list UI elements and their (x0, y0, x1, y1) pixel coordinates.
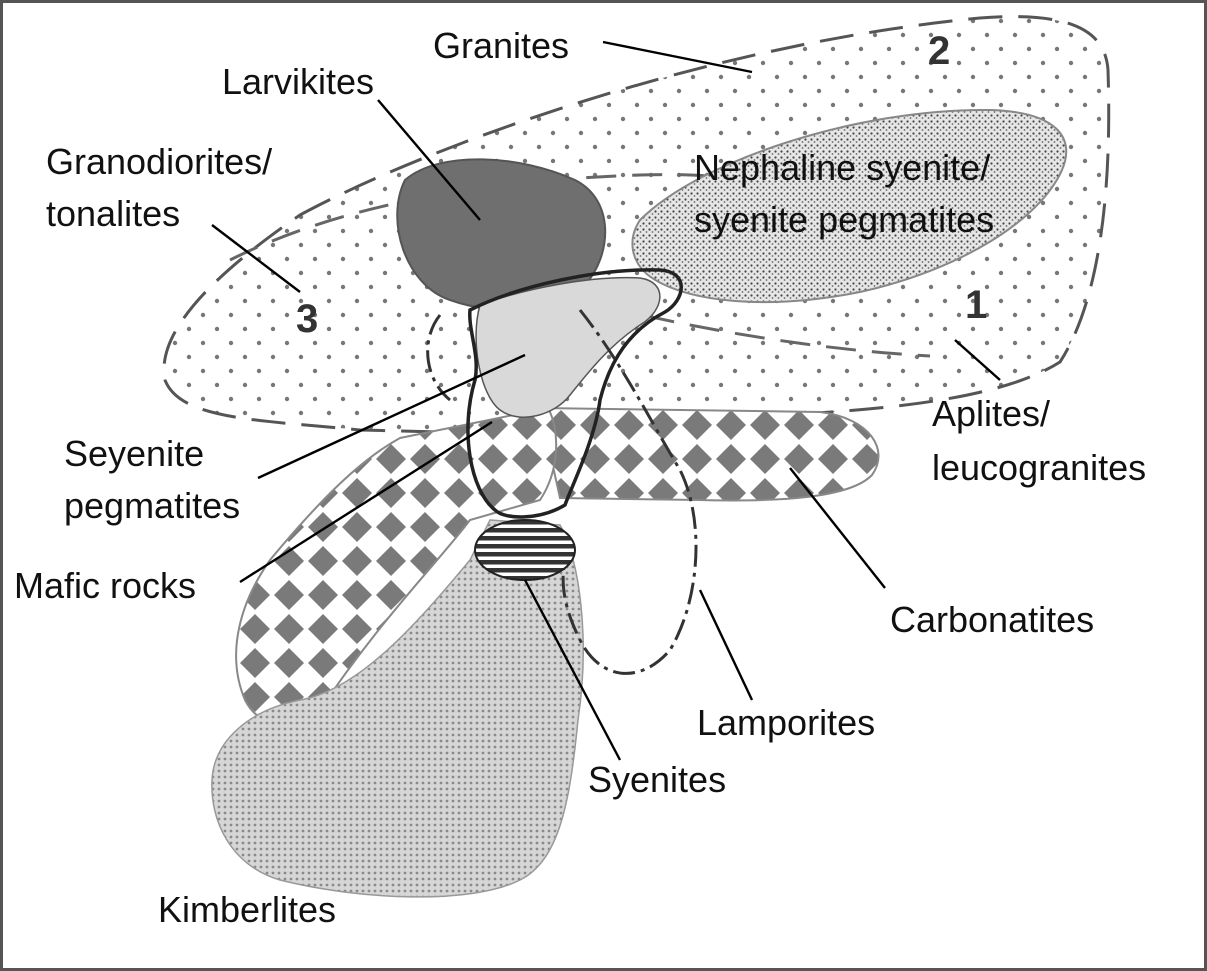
leader-aplites (954, 339, 1001, 381)
leader-larvikites (377, 99, 481, 221)
seyenite-pegmatites-field (475, 276, 661, 418)
leader-mafic (239, 420, 493, 584)
label-granodiorites-2: tonalites (46, 193, 180, 234)
label-nepheline-1: Nephaline syenite/ (694, 147, 990, 188)
field-number-2: 2 (928, 29, 950, 73)
leader-lamporites (698, 589, 754, 701)
syenites-field (474, 519, 576, 581)
label-lamporites: Lamporites (697, 702, 875, 743)
leader-syenites (523, 579, 622, 761)
label-aplites-1: Aplites/ (932, 393, 1050, 434)
syenite-outline-solid (466, 268, 683, 519)
label-granodiorites-1: Granodiorites/ (46, 141, 272, 182)
leader-granites (602, 40, 753, 74)
nepheline-syenite-field (631, 108, 1068, 304)
label-larvikites: Larvikites (222, 61, 374, 102)
label-kimberlites: Kimberlites (158, 889, 336, 930)
leader-seyenite (257, 353, 526, 480)
carbonatites-field (538, 406, 880, 502)
field-number-3: 3 (296, 297, 318, 341)
kimberlites-field (211, 519, 584, 898)
label-granites: Granites (433, 25, 569, 66)
label-aplites-2: leucogranites (932, 447, 1146, 488)
label-seyenite-2: pegmatites (64, 485, 240, 526)
field-boundary-dashed-lower (599, 303, 931, 358)
leader-granodiorites (211, 224, 301, 293)
label-seyenite-1: Seyenite (64, 433, 204, 474)
label-mafic: Mafic rocks (14, 565, 196, 606)
leader-carbonatites (789, 467, 886, 589)
label-nepheline-2: syenite pegmatites (694, 199, 994, 240)
label-syenites: Syenites (588, 759, 726, 800)
label-carbonatites: Carbonatites (890, 599, 1094, 640)
field-number-1: 1 (965, 283, 987, 327)
